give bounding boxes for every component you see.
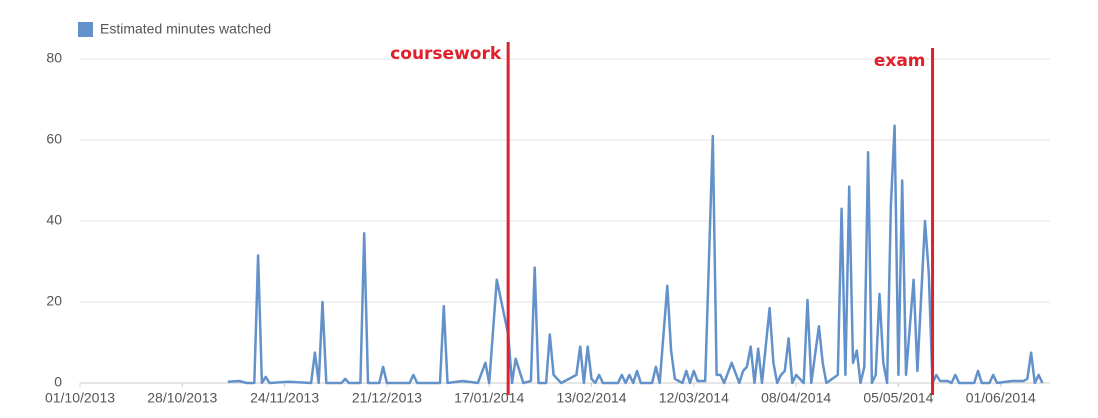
legend-swatch (78, 22, 93, 37)
x-tick-label: 12/03/2014 (659, 390, 729, 406)
x-tick-label: 08/04/2014 (761, 390, 831, 406)
y-tick-label: 80 (46, 50, 62, 66)
annotation-label: exam (874, 51, 926, 71)
data-line (227, 124, 1044, 385)
x-tick-label: 01/06/2014 (966, 390, 1036, 406)
y-tick-label: 0 (54, 374, 62, 390)
x-tick-label: 17/01/2014 (454, 390, 524, 406)
x-tick-label: 13/02/2014 (556, 390, 626, 406)
y-tick-label: 20 (46, 293, 62, 309)
annotation-label: coursework (390, 44, 502, 64)
x-tick-label: 05/05/2014 (863, 390, 933, 406)
y-tick-label: 40 (46, 212, 62, 228)
x-tick-label: 24/11/2013 (250, 390, 319, 406)
x-tick-label: 01/10/2013 (45, 390, 115, 406)
x-tick-label: 28/10/2013 (147, 390, 217, 406)
x-tick-label: 21/12/2013 (352, 390, 422, 406)
y-tick-label: 60 (46, 131, 62, 147)
legend-label: Estimated minutes watched (100, 21, 271, 37)
